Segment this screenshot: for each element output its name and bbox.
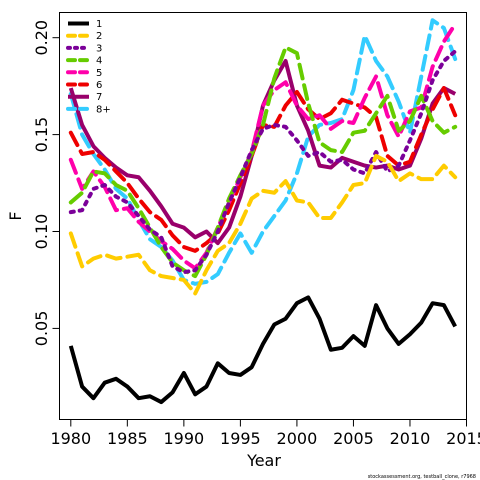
y-tick-label-0-05: 0.05 (32, 311, 51, 347)
x-tick-label-1995: 1995 (220, 429, 261, 448)
legend-label-3: 3 (96, 43, 102, 54)
y-tick-label-0-20: 0.20 (32, 20, 51, 56)
legend-label-1: 1 (96, 19, 102, 30)
x-axis-title: Year (246, 451, 281, 470)
series-line-8 (68, 18, 458, 286)
x-tick-label-1985: 1985 (107, 429, 148, 448)
legend-label-6: 6 (96, 80, 102, 91)
legend-label-8: 8+ (96, 104, 111, 115)
series-line-1 (68, 295, 457, 405)
legend-label-4: 4 (96, 56, 102, 67)
x-tick-label-1980: 1980 (50, 429, 91, 448)
credit-text: stockassessment.org, testball_clone, r79… (368, 474, 476, 480)
legend-label-7: 7 (96, 92, 102, 103)
y-tick-label-0-10: 0.10 (32, 214, 51, 250)
y-tick-label-0-15: 0.15 (32, 117, 51, 153)
x-tick-label-2010: 2010 (390, 429, 431, 448)
series-line-4 (68, 45, 458, 279)
x-tick-label-2000: 2000 (277, 429, 318, 448)
x-axis: 1980 1985 1990 1995 2000 2005 2010 2015 (50, 419, 480, 448)
plot-lines (68, 18, 458, 405)
x-tick-label-1990: 1990 (164, 429, 205, 448)
legend-label-2: 2 (96, 31, 102, 42)
y-axis: 0.05 0.10 0.15 0.20 (32, 20, 60, 346)
legend-label-5: 5 (96, 68, 102, 79)
x-tick-label-2015: 2015 (446, 429, 480, 448)
y-axis-title: F (6, 211, 25, 220)
x-tick-label-2005: 2005 (333, 429, 374, 448)
plot-frame (59, 12, 467, 420)
series-line-5 (68, 22, 458, 271)
series-line-7 (68, 58, 457, 246)
series-line-3 (68, 49, 458, 275)
series-line-2 (68, 153, 458, 296)
